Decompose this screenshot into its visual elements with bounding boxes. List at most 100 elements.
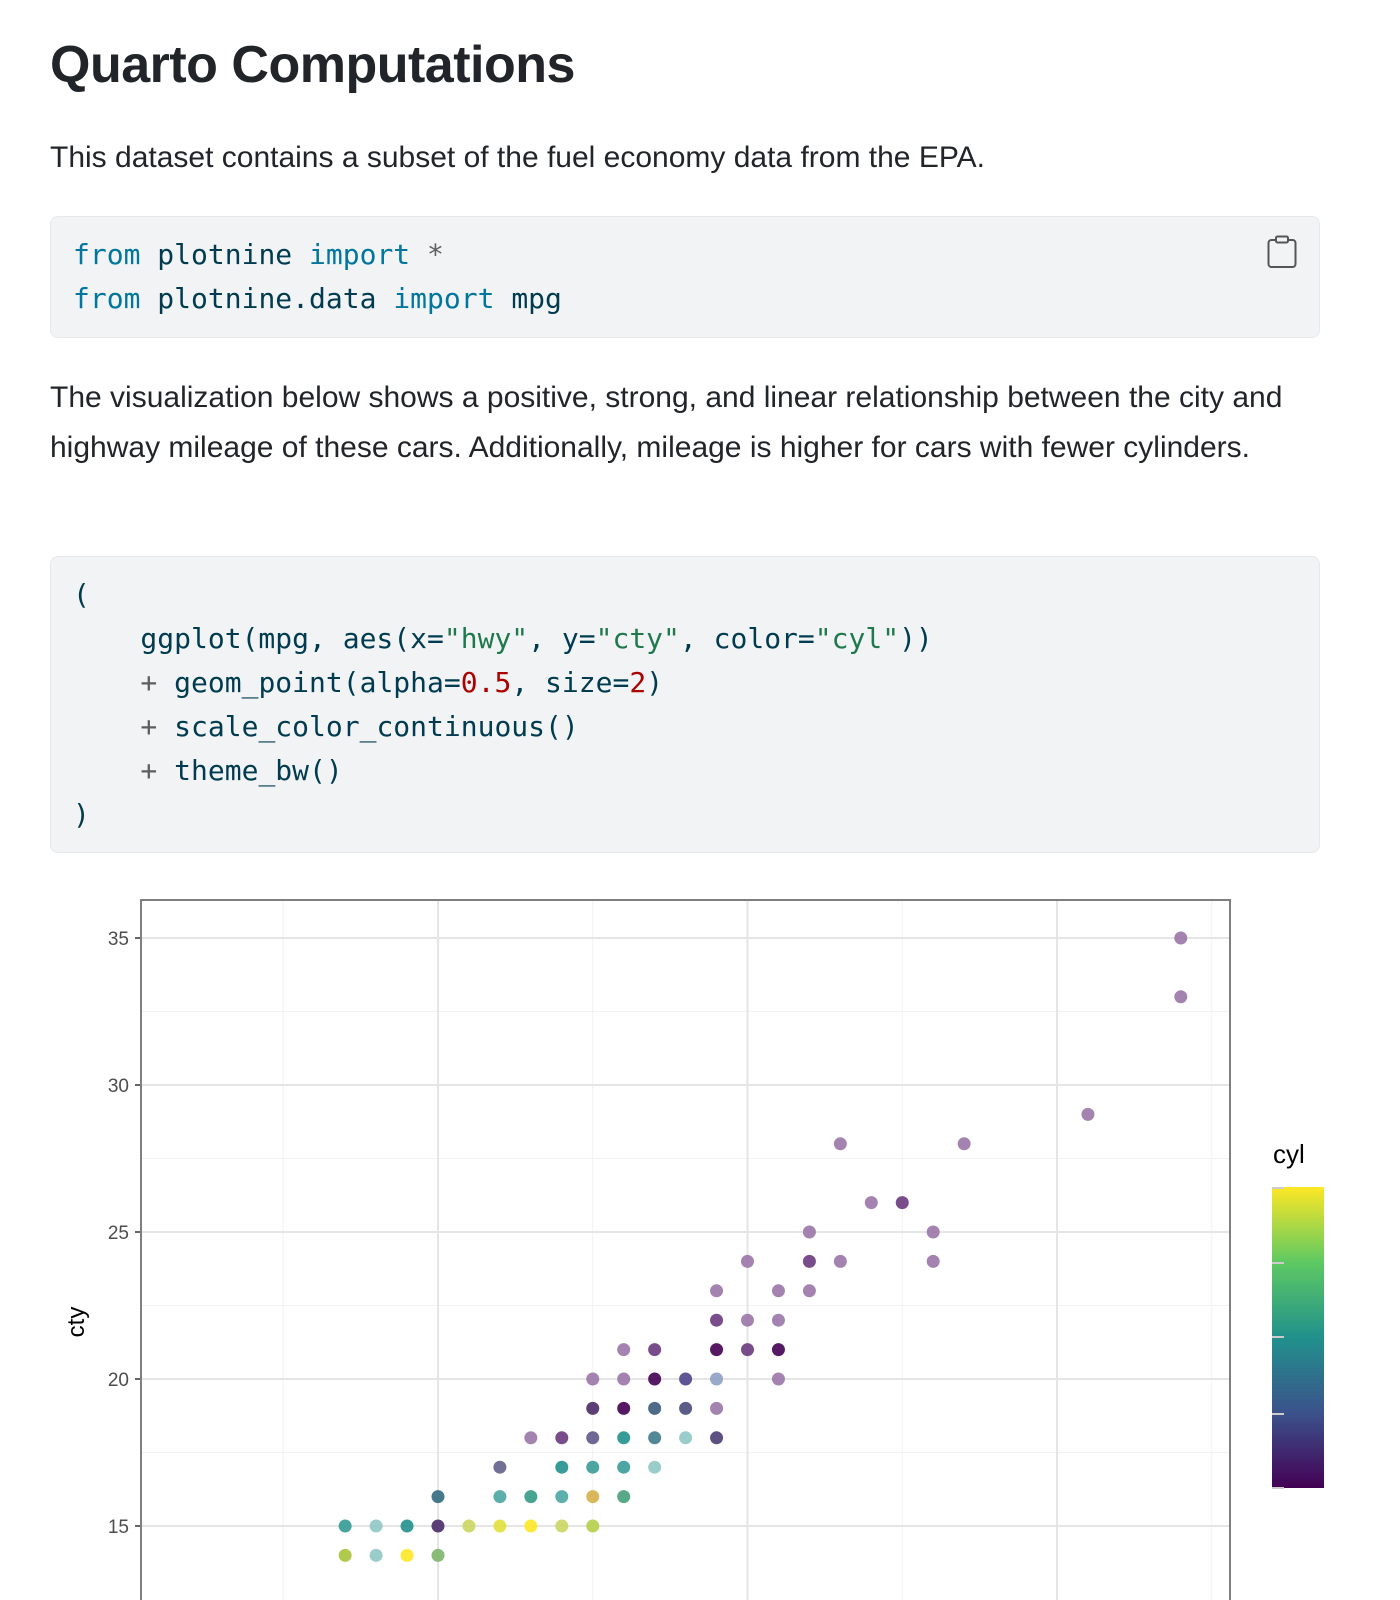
data-point xyxy=(648,1401,662,1415)
data-point xyxy=(586,1490,600,1504)
y-tick-label: 30 xyxy=(108,1076,129,1097)
data-point xyxy=(400,1519,414,1533)
code-block-imports: from plotnine import * from plotnine.data… xyxy=(50,216,1320,338)
clipboard-icon[interactable] xyxy=(1267,235,1297,269)
data-point xyxy=(338,1519,352,1533)
code-line: from plotnine.data import mpg xyxy=(73,277,1297,321)
data-point xyxy=(710,1401,724,1415)
y-tick-label: 25 xyxy=(108,1223,129,1244)
data-point xyxy=(493,1460,507,1474)
code-token: scale_color_continuous() xyxy=(174,710,579,743)
data-point xyxy=(957,1137,971,1151)
data-point xyxy=(555,1431,569,1445)
data-point xyxy=(741,1343,754,1357)
data-point xyxy=(555,1490,569,1504)
data-point xyxy=(338,1548,352,1562)
code-token: , y= xyxy=(528,622,596,655)
data-point xyxy=(771,1284,785,1298)
code-line: + geom_point(alpha=0.5, size=2) xyxy=(73,661,1297,705)
data-point xyxy=(586,1372,600,1386)
data-point xyxy=(833,1137,847,1151)
data-point xyxy=(710,1313,724,1327)
code-token: , size= xyxy=(511,666,630,699)
data-point xyxy=(802,1225,816,1239)
plot-border xyxy=(140,899,1231,1600)
data-point xyxy=(462,1519,476,1533)
data-point xyxy=(648,1460,662,1474)
code-block-plot: ( ggplot(mpg, aes(x="hwy", y="cty", colo… xyxy=(50,556,1320,853)
data-point xyxy=(400,1548,414,1562)
data-point xyxy=(369,1519,383,1533)
data-point xyxy=(710,1284,724,1298)
code-lines: from plotnine import * from plotnine.data… xyxy=(73,233,1297,321)
data-point xyxy=(802,1254,816,1268)
legend-title: cyl xyxy=(1273,1139,1305,1169)
data-point xyxy=(895,1196,909,1210)
data-point xyxy=(679,1372,693,1386)
code-token: "cty" xyxy=(595,622,680,655)
code-token: * xyxy=(410,238,444,271)
code-token: ggplot(mpg, aes(x= xyxy=(73,622,444,655)
code-token: )) xyxy=(899,622,933,655)
data-point xyxy=(926,1225,940,1239)
page-title: Quarto Computations xyxy=(50,36,575,94)
code-line: ggplot(mpg, aes(x="hwy", y="cty", color=… xyxy=(73,617,1297,661)
data-point xyxy=(802,1284,816,1298)
code-token: + xyxy=(73,710,175,743)
data-point xyxy=(586,1431,600,1445)
code-token: import xyxy=(393,282,495,315)
code-line: ( xyxy=(73,573,1297,617)
code-lines: ( ggplot(mpg, aes(x="hwy", y="cty", colo… xyxy=(73,573,1297,837)
code-token: ) xyxy=(73,798,90,831)
data-point xyxy=(1081,1107,1095,1121)
code-token: import xyxy=(309,238,411,271)
data-point xyxy=(431,1548,445,1562)
code-token: "cyl" xyxy=(814,622,900,655)
data-point xyxy=(493,1519,507,1533)
data-point xyxy=(617,1343,631,1357)
data-point xyxy=(555,1519,569,1533)
data-point xyxy=(741,1254,754,1268)
y-tick-label: 35 xyxy=(108,929,129,950)
code-line: + theme_bw() xyxy=(73,749,1297,793)
data-point xyxy=(524,1490,538,1504)
code-token: ) xyxy=(646,666,664,699)
code-token: "hwy" xyxy=(443,622,529,655)
code-token: ( xyxy=(73,578,90,611)
data-point xyxy=(710,1343,724,1357)
data-point xyxy=(524,1519,538,1533)
data-point xyxy=(431,1519,445,1533)
code-token: + xyxy=(73,666,175,699)
data-point xyxy=(1174,990,1188,1004)
plot-panel xyxy=(141,900,1230,1600)
code-token: plotnine.data xyxy=(140,282,394,315)
code-token: geom_point(alpha= xyxy=(174,666,461,699)
data-point xyxy=(926,1254,940,1268)
data-point xyxy=(493,1490,507,1504)
code-token: theme_bw() xyxy=(174,754,343,787)
description-paragraph: The visualization below shows a positive… xyxy=(50,381,1283,464)
data-point xyxy=(617,1401,631,1415)
data-point xyxy=(864,1196,878,1210)
data-point xyxy=(771,1313,785,1327)
data-point xyxy=(648,1431,662,1445)
data-point xyxy=(648,1372,662,1386)
code-token: 2 xyxy=(629,666,647,699)
data-point xyxy=(833,1254,847,1268)
data-point xyxy=(648,1343,662,1357)
data-point xyxy=(771,1343,785,1357)
data-point xyxy=(524,1431,538,1445)
data-point xyxy=(586,1401,600,1415)
data-point xyxy=(586,1460,600,1474)
data-point xyxy=(617,1372,631,1386)
code-line: from plotnine import * xyxy=(73,233,1297,277)
code-token: mpg xyxy=(494,282,562,315)
data-point xyxy=(771,1372,785,1386)
code-token: + xyxy=(73,754,175,787)
data-point xyxy=(431,1490,445,1504)
data-point xyxy=(586,1519,600,1533)
code-line: + scale_color_continuous() xyxy=(73,705,1297,749)
data-point xyxy=(617,1490,631,1504)
code-token: from xyxy=(73,238,141,271)
